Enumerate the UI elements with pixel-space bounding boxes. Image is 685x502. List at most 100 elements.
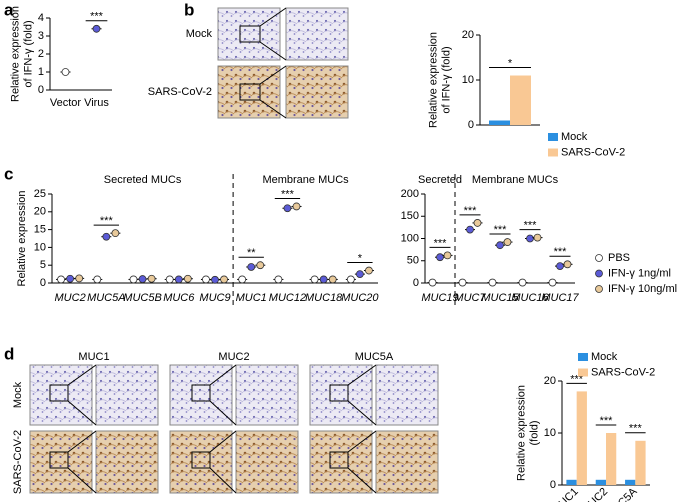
dot [283,204,292,213]
y-tick-label: 10 [34,241,46,253]
bar [625,479,636,485]
histology-images [29,7,439,494]
dot [319,275,328,284]
x-tick-label: MUC12 [269,292,306,304]
dot [310,275,319,284]
x-tick-label: MUC16 [511,292,549,304]
x-tick-label: MUC6 [163,292,195,304]
significance: *** [494,224,508,236]
dot [458,278,467,287]
x-tick-label: MUC7 [454,292,486,304]
y-tick-label: 0 [413,277,419,289]
y-tick-label: 100 [401,232,419,244]
dot [183,274,192,283]
x-tick-label: Vector [50,97,82,109]
legend-label: IFN-γ 1ng/ml [608,267,671,279]
bar [606,433,617,485]
legend-label: Mock [561,131,588,143]
legend-label: SARS-CoV-2 [591,366,655,378]
bar [595,479,606,485]
y-tick-label: 20 [544,375,556,387]
dot [220,275,228,284]
image [217,65,281,119]
dot [129,275,138,284]
x-tick-label: MUC17 [541,292,579,304]
image [169,430,233,494]
dot [365,266,373,275]
image [95,430,159,494]
y-tick-label: 50 [407,255,419,267]
image [309,430,373,494]
zoom-boxes [49,7,377,494]
dot [436,253,444,262]
y-tick-label: 15 [34,224,46,236]
y-axis-label: (fold) [528,420,540,445]
x-tick-label: MUC9 [199,292,230,304]
y-axis-label: of IFN-γ (fold) [22,20,34,87]
legend-label: SARS-CoV-2 [561,146,625,158]
legend-swatch [578,353,588,361]
dot [355,270,364,279]
y-tick-label: 0 [550,479,556,491]
dot [473,219,482,227]
legend-swatch [548,148,558,157]
dot [518,278,527,287]
image [29,430,93,494]
dot [111,229,120,238]
dot [211,275,219,284]
dot [256,261,265,270]
legend-label: IFN-γ 10ng/ml [608,283,677,295]
y-axis-label: Relative expression [9,6,21,102]
significance: *** [100,215,114,227]
legend-label: Mock [591,351,618,363]
significance: *** [281,188,295,200]
image [285,7,349,61]
group-label: Secreted MUCs [104,174,182,186]
dot [563,260,572,269]
dot [138,275,147,283]
dot [488,278,497,287]
image [235,364,299,426]
y-tick-label: 10 [544,427,556,439]
y-axis-label: Relative expression [16,191,28,287]
dot [93,275,102,284]
dot [202,275,210,284]
dot [147,274,156,283]
x-tick-label: MUC20 [341,292,379,304]
panel-letter: c [4,164,13,183]
bar [566,479,577,485]
row-label: SARS-CoV-2 [12,430,24,494]
dot [443,251,452,260]
dot [533,233,542,242]
y-axis-label: Relative expression [427,32,439,128]
x-tick-label: MUC5A [87,292,126,304]
bar [635,440,646,485]
significance: * [508,57,513,69]
dot [238,275,247,284]
column-label: MUC2 [218,351,249,363]
dot [66,274,75,283]
significance: ** [247,247,256,259]
dot [274,275,283,284]
y-tick-label: 3 [38,30,44,42]
dot [328,275,337,284]
y-tick-label: 10 [462,74,474,86]
dot [165,275,174,284]
dot [346,275,355,284]
image [95,364,159,426]
dot [466,225,474,234]
dot [75,274,84,283]
group-label: Membrane MUCs [262,174,349,186]
group-label: Secreted [418,174,462,186]
significance: *** [600,415,614,427]
x-tick-label: MUC2 [580,486,611,502]
column-label: MUC1 [78,351,109,363]
dot [92,24,101,33]
column-label: MUC5A [355,351,394,363]
x-tick-label: MUC1 [236,292,267,304]
row-label: Mock [186,28,213,40]
significance: *** [464,205,478,217]
y-tick-label: 20 [34,206,46,218]
x-tick-label: MUC5B [123,292,162,304]
